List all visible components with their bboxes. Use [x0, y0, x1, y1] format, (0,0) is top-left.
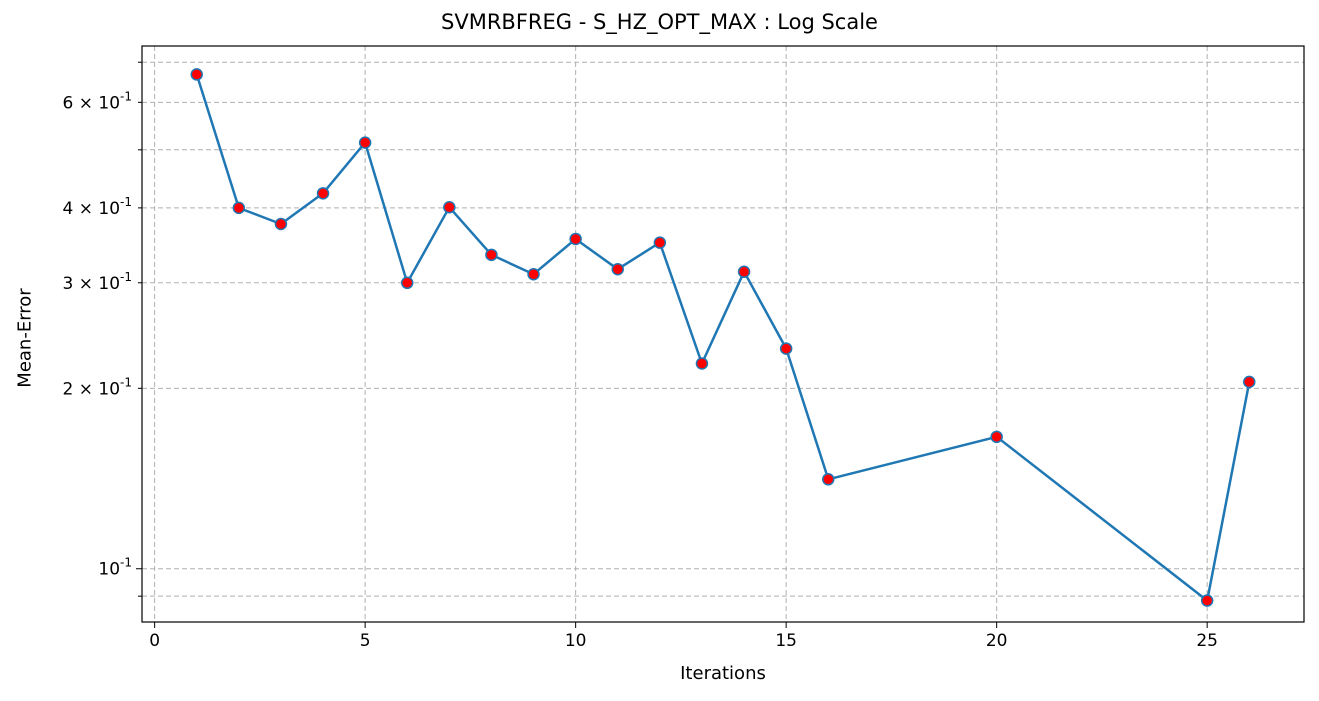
data-point [232, 201, 246, 215]
data-point [1243, 375, 1256, 389]
chart-title: SVMRBFREG - S_HZ_OPT_MAX : Log Scale [441, 10, 878, 34]
data-point [274, 217, 288, 231]
data-point [485, 248, 498, 262]
x-axis-label: Iterations [680, 663, 766, 684]
data-point [1200, 594, 1214, 607]
y-tick-label: 2 × 10-1 [63, 375, 132, 399]
x-tick-label: 25 [1196, 631, 1218, 651]
data-point [737, 265, 751, 278]
x-tick-label: 10 [565, 631, 587, 651]
data-point [316, 187, 330, 200]
x-tick-label: 15 [775, 631, 797, 651]
data-point [653, 236, 667, 249]
data-point [358, 136, 372, 149]
data-point [527, 267, 540, 281]
data-point [822, 473, 835, 486]
y-tick-label: 6 × 10-1 [63, 89, 132, 113]
y-tick-label: 4 × 10-1 [63, 195, 132, 219]
axes-frame [141, 45, 1305, 623]
y-axis-label: Mean-Error [14, 288, 36, 388]
x-tick-label: 0 [149, 631, 160, 651]
data-point [695, 357, 709, 370]
data-point [400, 276, 414, 290]
data-point [443, 200, 456, 214]
x-tick-label: 5 [360, 631, 371, 651]
data-point [569, 232, 582, 246]
data-point [611, 262, 624, 276]
x-tick-label: 20 [986, 631, 1008, 651]
y-tick-label: 3 × 10-1 [63, 270, 132, 294]
data-point [779, 342, 793, 355]
data-point [190, 68, 203, 81]
data-point [990, 430, 1003, 444]
plot-area [142, 46, 1304, 622]
y-tick-label: 10-1 [98, 556, 132, 580]
